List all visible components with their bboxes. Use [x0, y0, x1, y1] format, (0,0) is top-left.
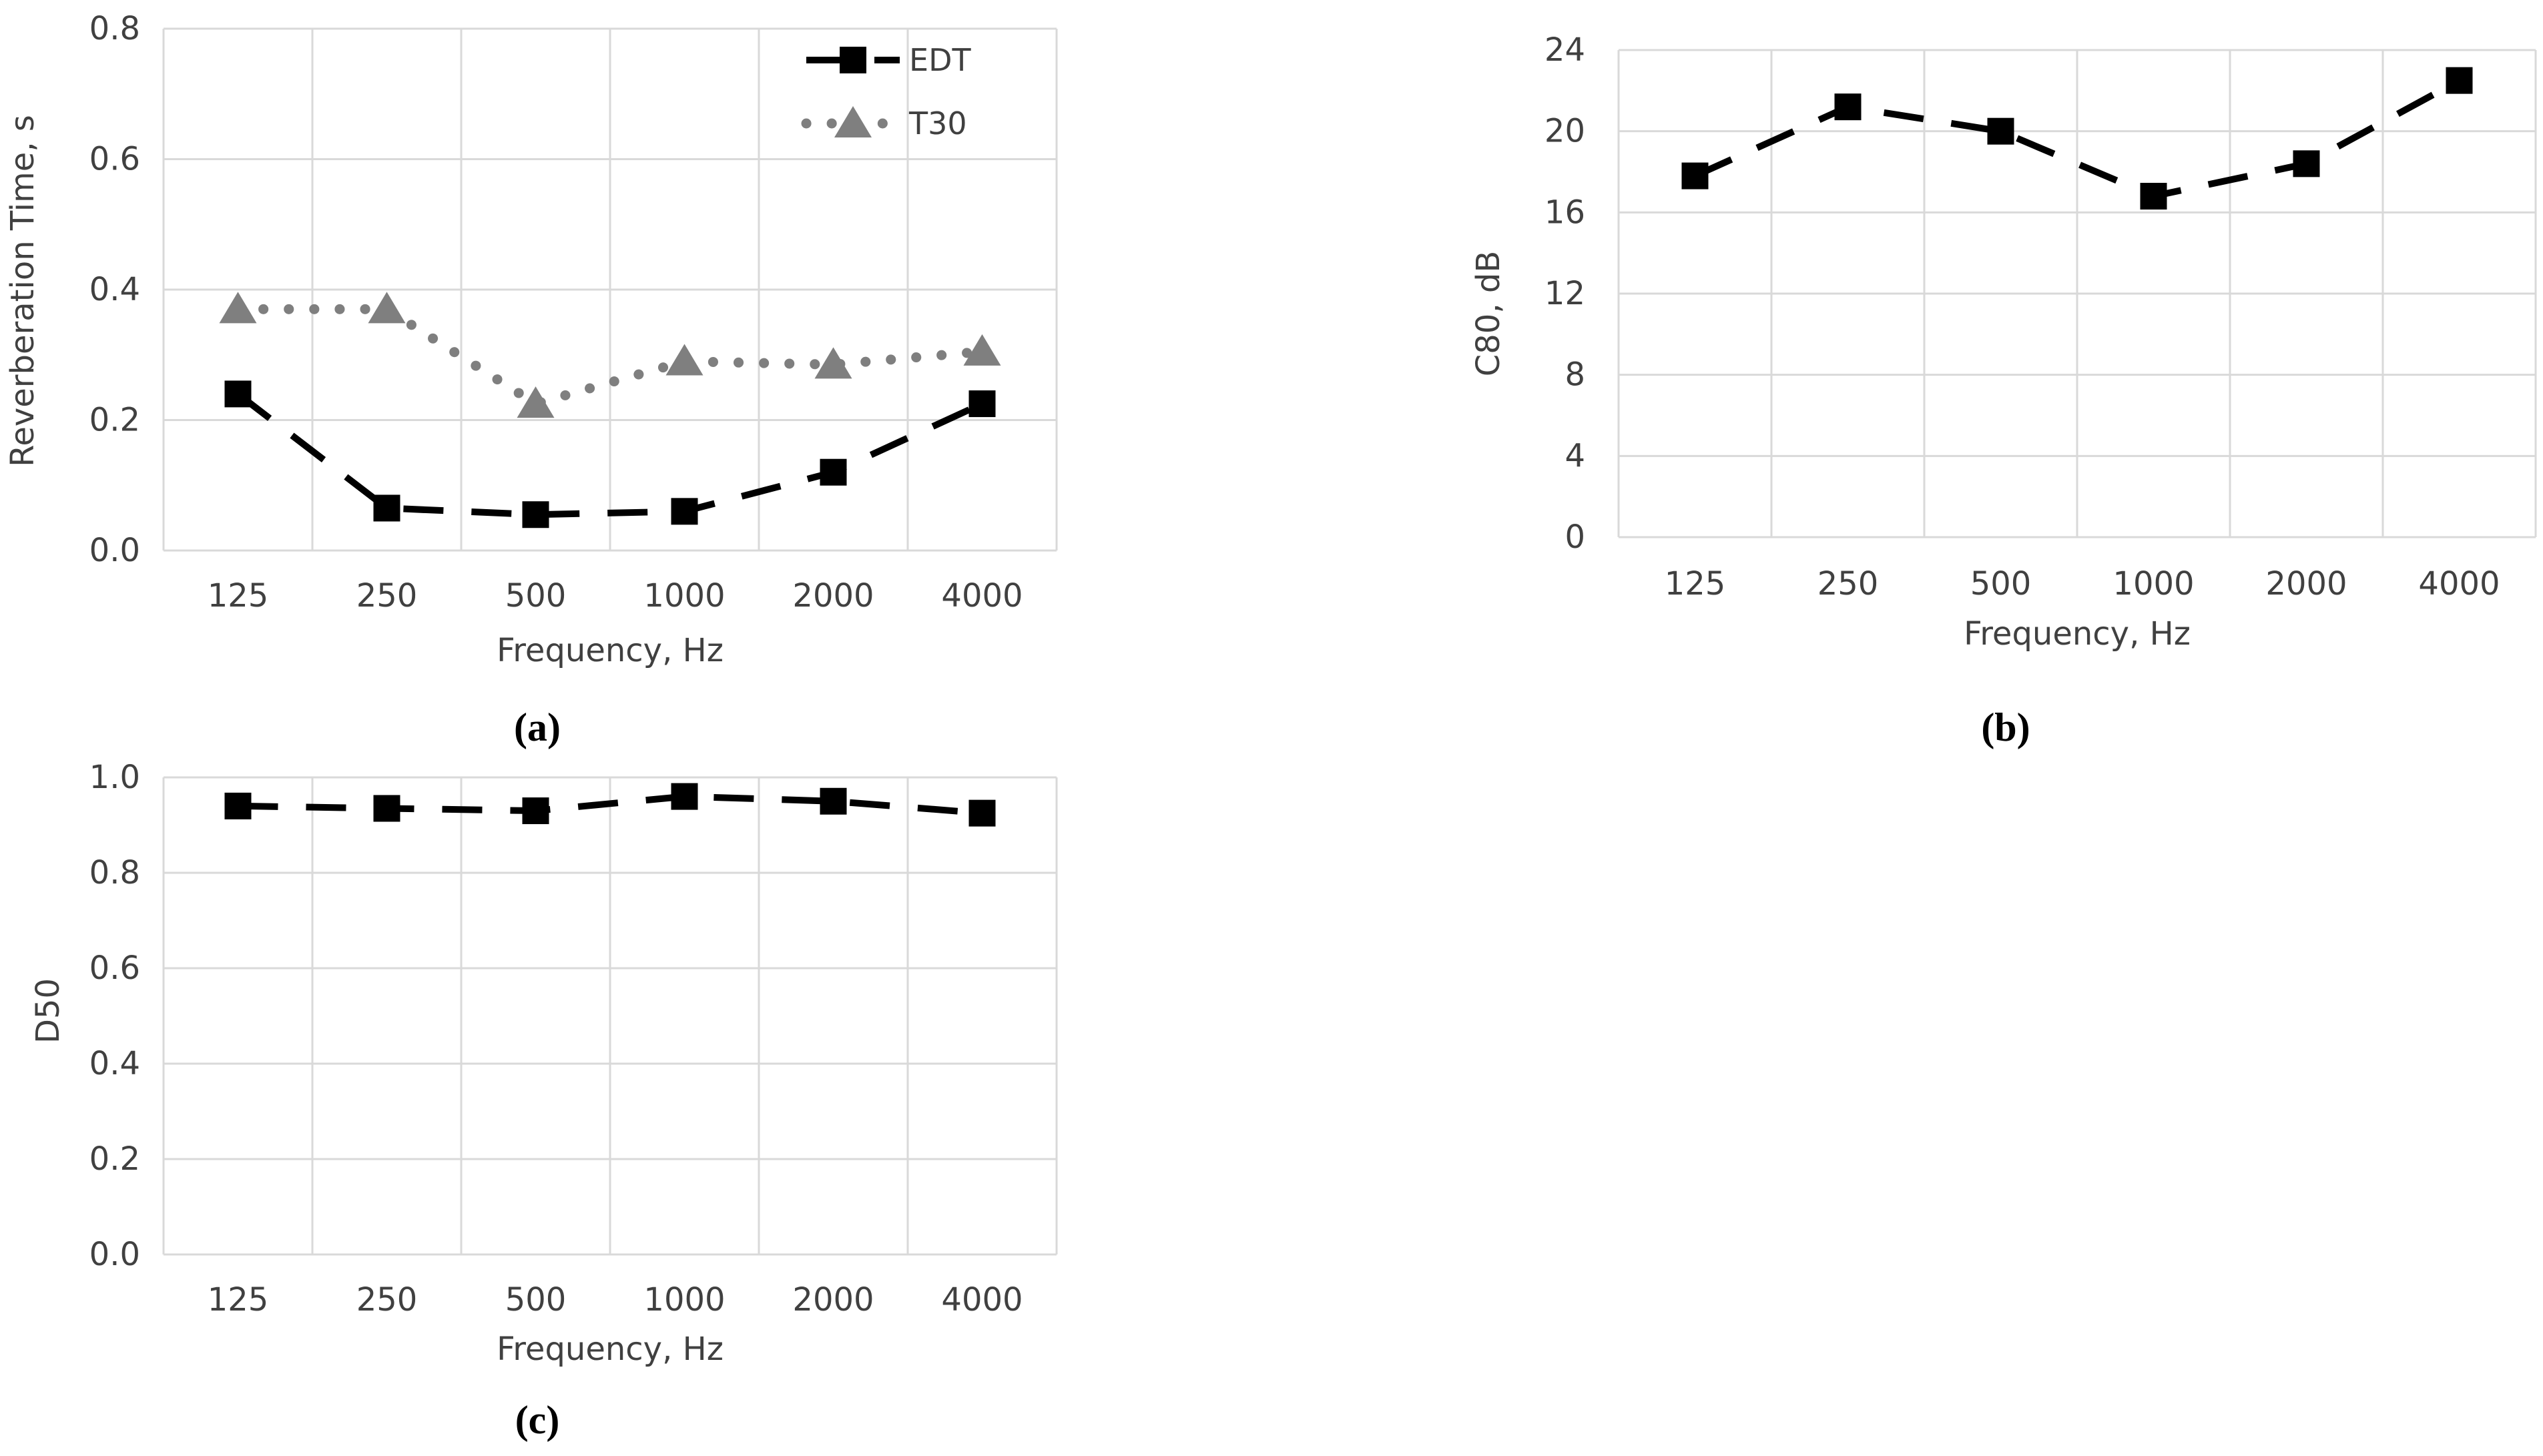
series-marker-t30 — [665, 344, 703, 376]
y-tick-label: 8 — [1565, 356, 1585, 394]
series-marker-t30 — [963, 334, 1001, 366]
y-tick-label: 16 — [1544, 194, 1585, 231]
y-axis-title: C80, dB — [1470, 251, 1507, 377]
series-marker-edt — [373, 494, 400, 522]
chart-d50: 0.0 0.2 0.4 0.6 0.8 1.0 125 250 500 1000 2000 4000 F… — [0, 754, 1075, 1456]
y-tick-label: 4 — [1565, 437, 1585, 474]
x-tick-label: 125 — [208, 1281, 269, 1319]
y-axis-title: Reverberation Time, s — [4, 115, 41, 467]
series-marker-c80 — [2446, 67, 2473, 94]
series-marker-d50 — [224, 792, 252, 819]
series-marker-c80 — [1681, 162, 1709, 190]
x-tick-label: 125 — [1665, 565, 1726, 603]
y-tick-label: 20 — [1544, 113, 1585, 150]
x-tick-label: 2000 — [792, 577, 874, 615]
d50-plot: 0.0 0.2 0.4 0.6 0.8 1.0 125 250 500 1000 2000 4000 F… — [29, 759, 1058, 1368]
series-marker-c80 — [1987, 117, 2014, 145]
y-tick-label: 0.0 — [89, 1236, 140, 1273]
y-tick-label: 1.0 — [89, 759, 140, 796]
legend-item-edt: EDT — [806, 42, 971, 78]
y-tick-label: 0.4 — [89, 1045, 140, 1082]
series-marker-d50 — [820, 787, 847, 815]
y-tick-label: 12 — [1544, 275, 1585, 312]
series-marker-edt — [522, 501, 549, 528]
x-axis-title: Frequency, Hz — [1964, 615, 2191, 653]
series-marker-d50 — [522, 797, 549, 825]
legend-sample-marker — [834, 106, 872, 137]
series-marker-c80 — [2140, 183, 2167, 210]
legend: EDT T30 — [801, 42, 971, 141]
x-tick-label: 1000 — [643, 577, 725, 615]
series-marker-c80 — [1834, 93, 1862, 121]
y-tick-label: 0.6 — [89, 950, 140, 987]
x-tick-label: 500 — [505, 577, 567, 615]
x-tick-label: 2000 — [2265, 565, 2347, 603]
y-tick-label: 0.2 — [89, 1140, 140, 1178]
x-tick-label: 250 — [356, 577, 418, 615]
series-marker-t30 — [219, 292, 257, 324]
series-marker-d50 — [373, 795, 400, 822]
y-tick-label: 0.0 — [89, 532, 140, 569]
legend-sample-marker — [840, 47, 866, 73]
y-tick-label: 24 — [1544, 31, 1585, 69]
x-tick-label: 1000 — [643, 1281, 725, 1319]
series-marker-edt — [224, 380, 252, 408]
series-marker-t30 — [517, 386, 555, 418]
series-line-t30 — [233, 304, 987, 410]
series-marker-edt — [968, 390, 996, 418]
series-marker-c80 — [2293, 150, 2320, 177]
x-tick-label: 250 — [356, 1281, 418, 1319]
x-tick-label: 125 — [208, 577, 269, 615]
legend-label: T30 — [908, 105, 967, 141]
x-axis-title: Frequency, Hz — [497, 1331, 724, 1368]
x-tick-label: 2000 — [792, 1281, 874, 1319]
chart-c80: 0 4 8 12 16 20 24 125 250 500 1000 2000 4000 Frequenc… — [1468, 0, 2543, 749]
caption-a: (a) — [514, 705, 561, 749]
series-marker-edt — [820, 458, 847, 486]
x-tick-label: 4000 — [2418, 565, 2500, 603]
x-tick-label: 1000 — [2112, 565, 2194, 603]
series-marker-t30 — [814, 347, 852, 379]
series-line-c80 — [1693, 77, 2461, 200]
x-tick-label: 500 — [1970, 565, 2032, 603]
caption-b: (b) — [1981, 705, 2030, 749]
y-tick-label: 0.8 — [89, 10, 140, 47]
c80-plot: 0 4 8 12 16 20 24 125 250 500 1000 2000 4000 Frequenc… — [1470, 31, 2537, 653]
y-tick-label: 0 — [1565, 518, 1585, 556]
y-axis-title: D50 — [29, 978, 67, 1044]
caption-c: (c) — [515, 1398, 560, 1442]
x-tick-label: 4000 — [941, 1281, 1023, 1319]
series-marker-d50 — [968, 799, 996, 827]
series-line-d50 — [238, 793, 982, 817]
reverberation-time-plot: 0.0 0.2 0.4 0.6 0.8 125 250 500 1000 2000 4000 Freq… — [4, 10, 1058, 669]
series-marker-edt — [671, 498, 698, 525]
legend-item-t30: T30 — [801, 105, 967, 141]
series-marker-t30 — [368, 292, 406, 324]
x-tick-label: 250 — [1817, 565, 1879, 603]
x-axis-title: Frequency, Hz — [497, 632, 724, 669]
y-tick-label: 0.6 — [89, 141, 140, 178]
legend-label: EDT — [909, 42, 971, 78]
y-tick-label: 0.8 — [89, 854, 140, 891]
y-tick-label: 0.2 — [89, 402, 140, 439]
x-tick-label: 4000 — [941, 577, 1023, 615]
series-line-edt — [236, 391, 984, 518]
chart-reverberation-time: 0.0 0.2 0.4 0.6 0.8 125 250 500 1000 2000 4000 Freq… — [0, 0, 1075, 749]
x-tick-label: 500 — [505, 1281, 567, 1319]
y-tick-label: 0.4 — [89, 271, 140, 308]
series-marker-d50 — [671, 783, 698, 810]
